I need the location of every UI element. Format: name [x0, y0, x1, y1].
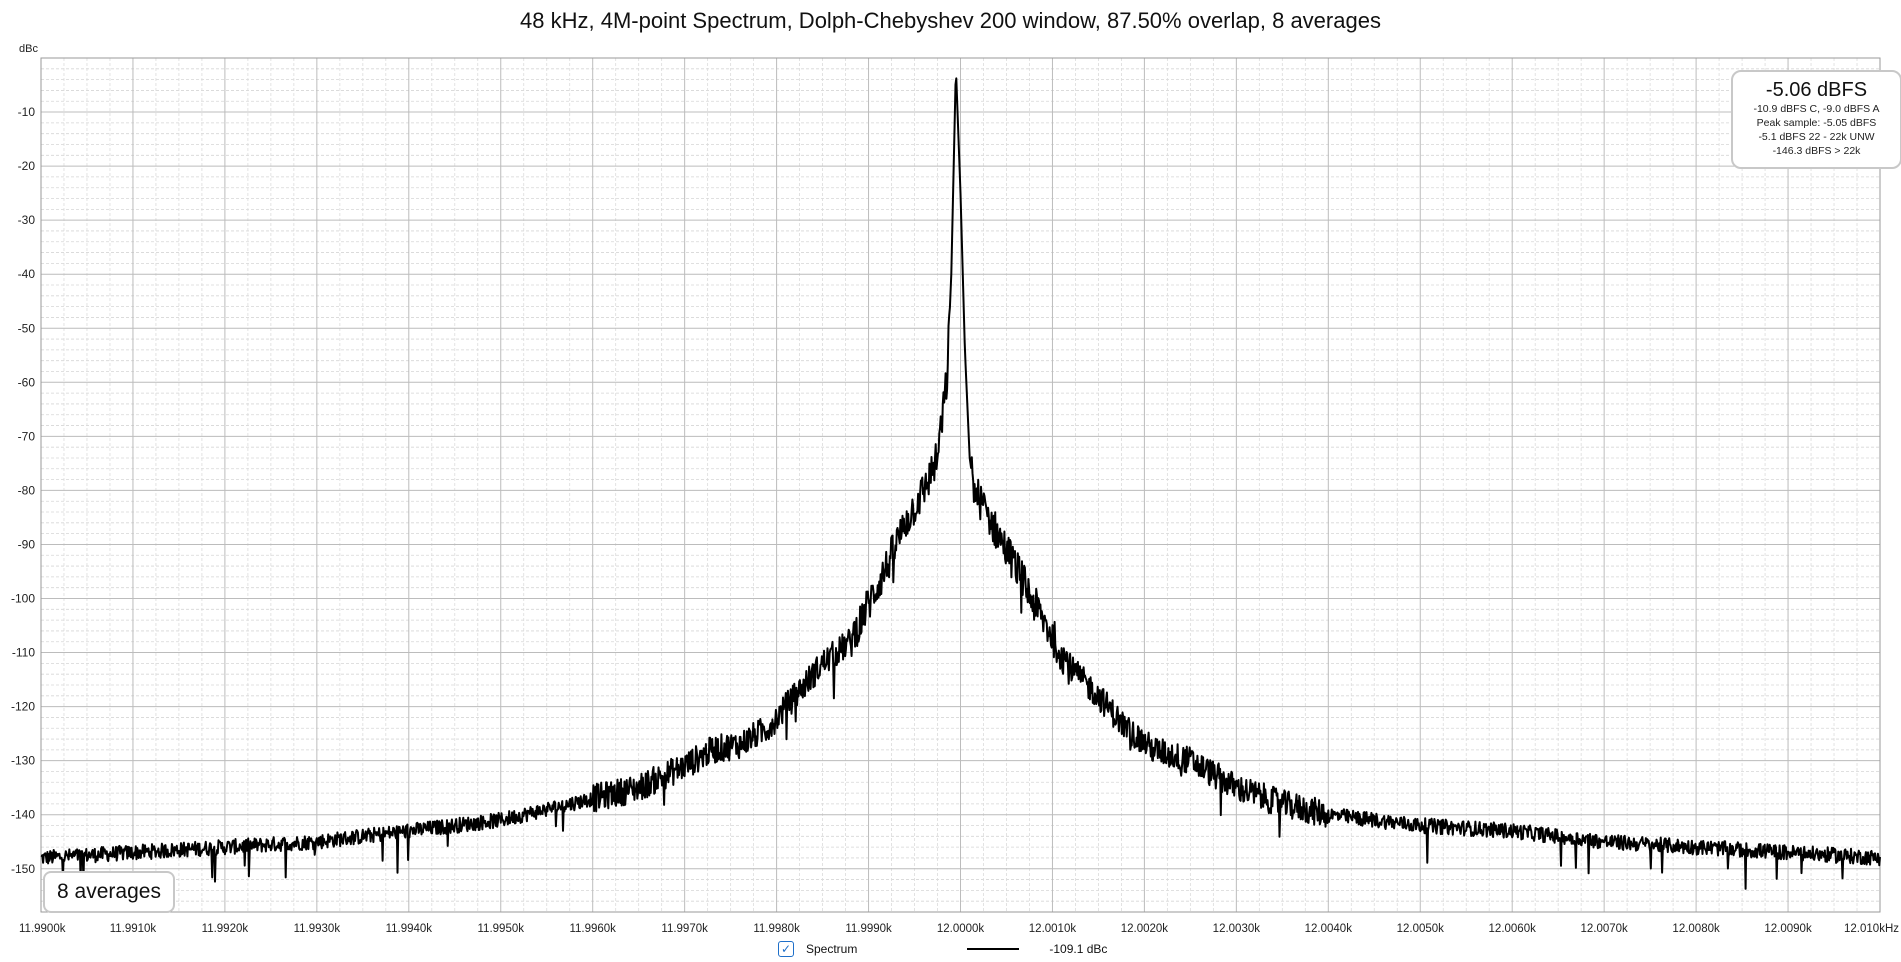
y-axis-ticks: -10 -20 -30 -40 -50 -60 -70 -80 -90 -100 -110 -120 -…: [11, 105, 35, 876]
plot-frame: [40, 57, 1881, 913]
x-tick-label: 11.9900k: [19, 923, 66, 935]
y-tick-label: -90: [18, 537, 36, 551]
x-axis-ticks: 11.9900k 11.9910k 11.9920k 11.9930k 11.9940k…: [19, 923, 1899, 935]
y-tick-label: -80: [18, 483, 36, 497]
y-tick-label: -120: [11, 700, 35, 714]
x-tick-label: 12.0060k: [1489, 923, 1537, 935]
minor-grid: [41, 58, 1880, 913]
x-tick-label: 12.0040k: [1305, 923, 1353, 935]
level-readout-panel: -5.06 dBFS -10.9 dBFS C, -9.0 dBFS A Pea…: [1731, 70, 1901, 169]
x-tick-label: 11.9910k: [110, 923, 157, 935]
x-tick-label: 12.0050k: [1397, 923, 1445, 935]
y-tick-label: -130: [11, 754, 35, 768]
y-tick-label: -140: [11, 808, 35, 822]
level-readout-line: -10.9 dBFS C, -9.0 dBFS A: [1753, 103, 1880, 115]
x-tick-label: 11.9930k: [294, 923, 341, 935]
legend-series-name: Spectrum: [806, 942, 858, 956]
series-line-spectrum: [40, 77, 1881, 890]
x-tick-label: 12.0030k: [1213, 923, 1261, 935]
averages-badge: 8 averages: [43, 871, 175, 913]
x-tick-label: 12.0090k: [1764, 923, 1812, 935]
y-tick-label: -30: [18, 213, 36, 227]
x-tick-label: 12.0010k: [1029, 923, 1077, 935]
x-tick-label: 12.0020k: [1121, 923, 1169, 935]
x-tick-label: 12.0000k: [937, 923, 985, 935]
x-tick-label: 11.9940k: [386, 923, 433, 935]
x-tick-label: 12.0080k: [1672, 923, 1720, 935]
legend-cursor-value: -109.1 dBc: [1049, 942, 1108, 956]
level-readout-line: Peak sample: -5.05 dBFS: [1756, 117, 1877, 129]
y-tick-label: -110: [12, 646, 35, 660]
legend-checkbox-spectrum[interactable]: ✓: [778, 941, 794, 957]
x-tick-label: 11.9990k: [845, 923, 892, 935]
x-tick-label: 11.9920k: [202, 923, 249, 935]
y-tick-label: -150: [11, 862, 35, 876]
y-tick-label: -20: [18, 159, 36, 173]
legend-line-swatch: [967, 948, 1020, 950]
y-tick-label: -100: [11, 592, 35, 606]
chart-title: 48 kHz, 4M-point Spectrum, Dolph-Chebysh…: [520, 8, 1381, 33]
y-tick-label: -10: [18, 105, 36, 119]
level-readout-line: -146.3 dBFS > 22k: [1772, 145, 1861, 157]
y-tick-label: -40: [18, 267, 36, 281]
x-tick-label: 11.9950k: [478, 923, 525, 935]
y-axis-label: dBc: [19, 43, 38, 55]
legend: ✓ Spectrum -109.1 dBc: [778, 938, 1107, 960]
x-tick-label: 12.010kHz: [1844, 923, 1899, 935]
x-tick-label: 11.9980k: [753, 923, 800, 935]
level-readout-main: -5.06 dBFS: [1765, 79, 1868, 101]
y-tick-label: -50: [18, 321, 36, 335]
level-readout-line: -5.1 dBFS 22 - 22k UNW: [1758, 131, 1875, 143]
x-tick-label: 11.9970k: [661, 923, 708, 935]
x-tick-label: 11.9960k: [569, 923, 616, 935]
y-tick-label: -60: [18, 375, 36, 389]
x-tick-label: 12.0070k: [1580, 923, 1628, 935]
y-tick-label: -70: [18, 429, 36, 443]
